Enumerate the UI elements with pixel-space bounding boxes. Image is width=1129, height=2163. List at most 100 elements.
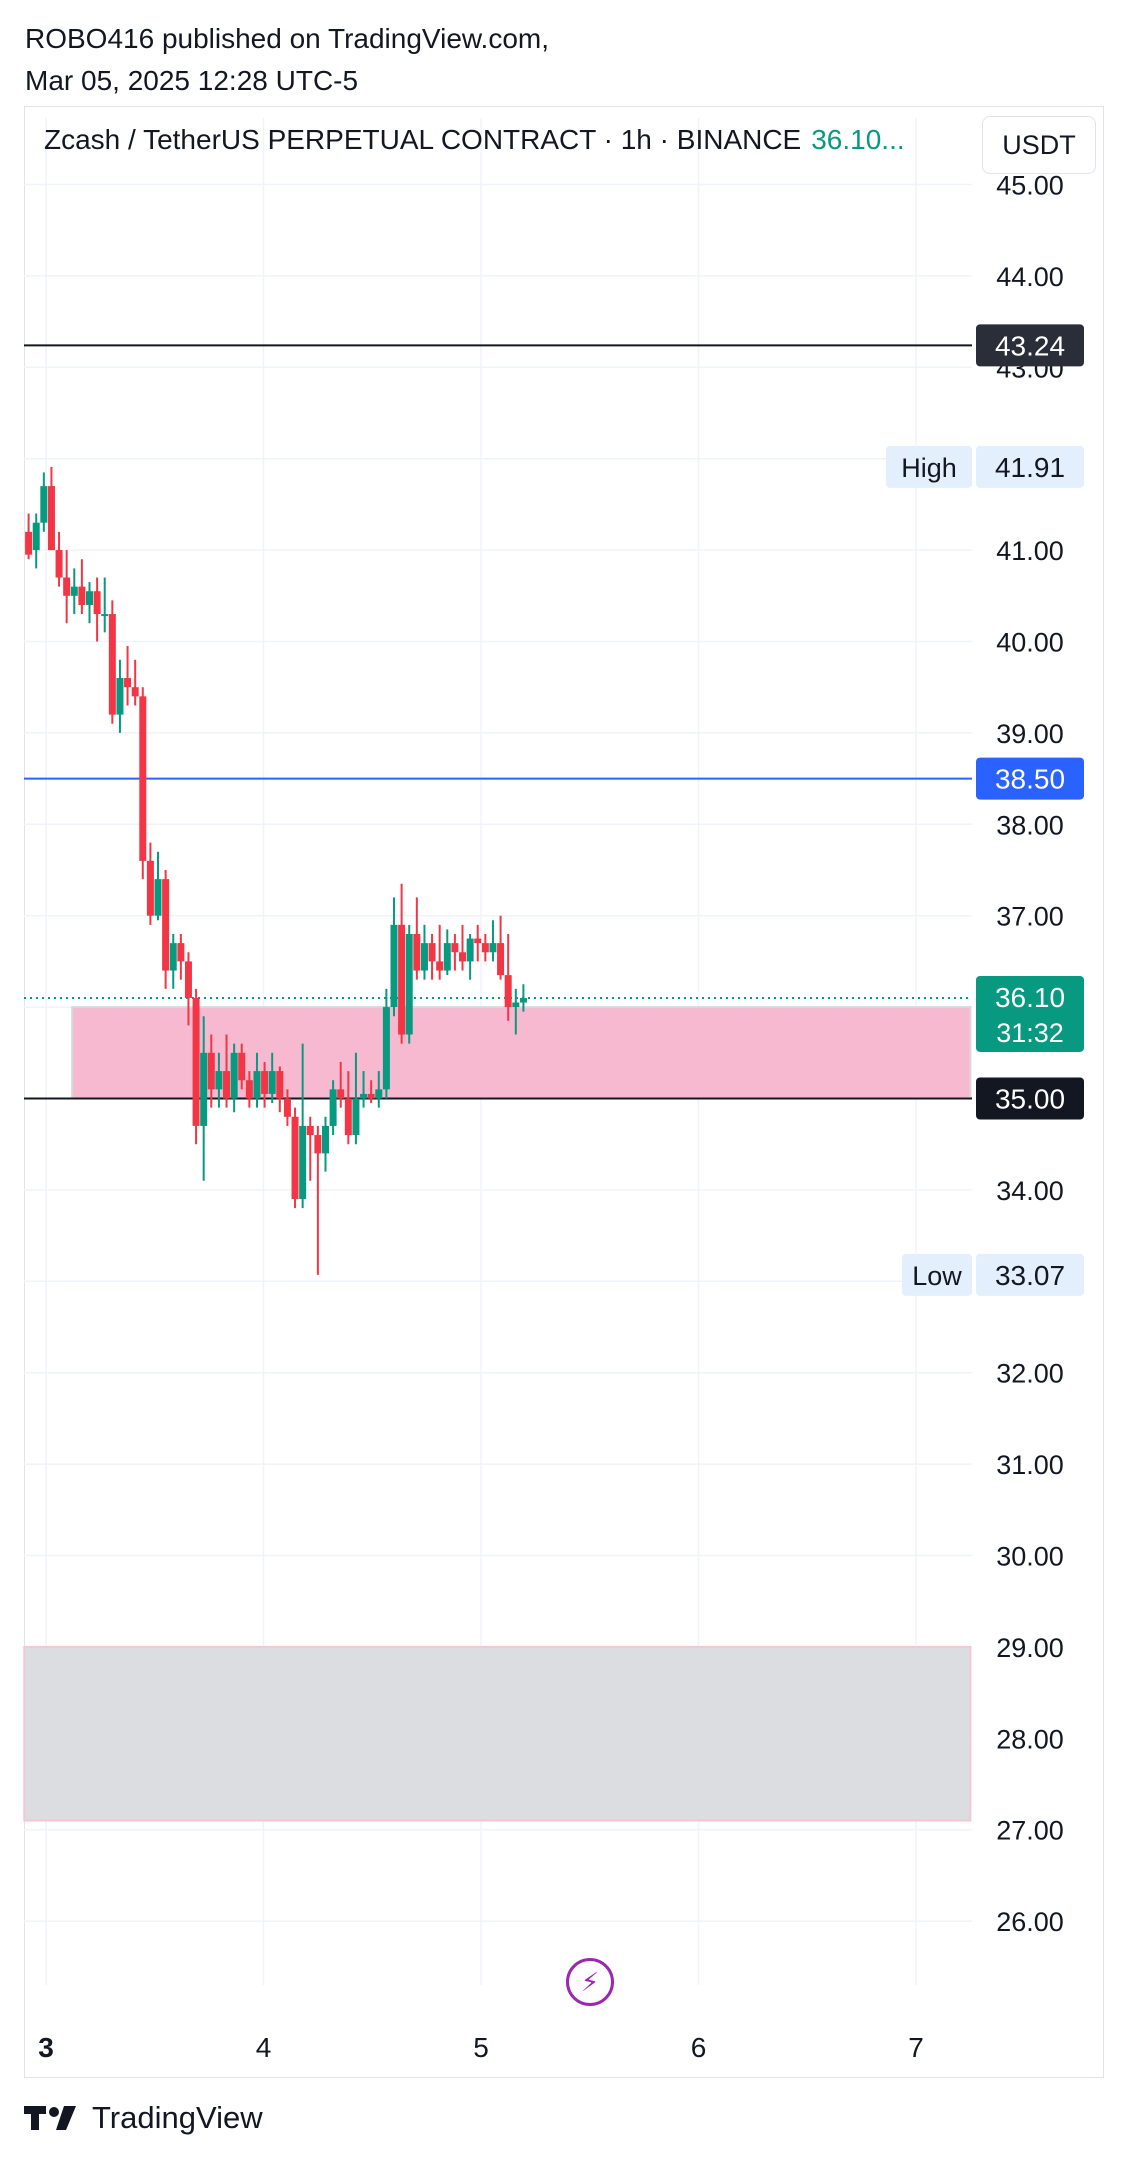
candle-body[interactable] — [481, 943, 489, 953]
candle-body[interactable] — [124, 678, 132, 688]
y-axis-tick-label: 34.00 — [996, 1176, 1064, 1206]
symbol-legend[interactable]: Zcash / TetherUS PERPETUAL CONTRACT · 1h… — [44, 124, 905, 156]
candle-body[interactable] — [200, 1052, 208, 1126]
candle-body[interactable] — [519, 997, 527, 1003]
price-label-value: 43.24 — [995, 330, 1065, 361]
candle-body[interactable] — [70, 586, 78, 596]
zone-rect[interactable] — [23, 1645, 972, 1822]
candle-body[interactable] — [108, 614, 116, 715]
price-label-box — [976, 1077, 1084, 1120]
price-label-countdown: 31:32 — [996, 1018, 1064, 1048]
candle-body[interactable] — [268, 1071, 276, 1094]
candle-body[interactable] — [337, 1089, 345, 1099]
candle-body[interactable] — [261, 1071, 269, 1094]
candle-body[interactable] — [283, 1098, 291, 1117]
candle-body[interactable] — [398, 924, 406, 1035]
y-axis-tick-label: 38.00 — [996, 810, 1064, 840]
candle-body[interactable] — [459, 952, 467, 962]
publisher-line: ROBO416 published on TradingView.com, — [25, 23, 550, 54]
candle-body[interactable] — [223, 1071, 231, 1099]
candle-body[interactable] — [101, 614, 109, 617]
candle-body[interactable] — [504, 975, 512, 1008]
candle-body[interactable] — [25, 531, 33, 555]
publisher-info: ROBO416 published on TradingView.com, Ma… — [25, 18, 549, 102]
price-label-tag-box — [902, 1253, 972, 1296]
footer-brand-text: TradingView — [92, 2100, 263, 2135]
candle-body[interactable] — [512, 1002, 520, 1008]
candle-body[interactable] — [169, 943, 177, 971]
candle-body[interactable] — [139, 696, 147, 861]
candle-body[interactable] — [162, 879, 170, 971]
candle-body[interactable] — [329, 1089, 337, 1126]
candle-body[interactable] — [238, 1052, 246, 1081]
candle-body[interactable] — [428, 943, 436, 962]
candle-body[interactable] — [420, 943, 428, 971]
candle-body[interactable] — [253, 1071, 261, 1099]
candle-body[interactable] — [352, 1098, 360, 1136]
candle-body[interactable] — [177, 943, 185, 962]
tradingview-logo-icon — [24, 2106, 76, 2130]
price-label-value: 35.00 — [995, 1084, 1065, 1115]
candle-body[interactable] — [215, 1071, 223, 1090]
currency-button[interactable]: USDT — [982, 116, 1096, 174]
footer-branding[interactable]: TradingView — [24, 2100, 263, 2136]
candle-body[interactable] — [154, 879, 162, 916]
y-axis-tick-label: 26.00 — [996, 1907, 1064, 1937]
price-label-value: 33.07 — [995, 1260, 1065, 1291]
candle-body[interactable] — [131, 687, 139, 697]
chart-frame — [24, 106, 1104, 2078]
candle-body[interactable] — [443, 943, 451, 971]
legend-last-price: 36.10... — [811, 124, 905, 155]
candle-body[interactable] — [344, 1098, 352, 1136]
candle-body[interactable] — [55, 550, 63, 578]
y-axis-tick-label: 37.00 — [996, 902, 1064, 932]
candles-group — [25, 466, 527, 1275]
candle-body[interactable] — [116, 678, 124, 715]
candle-body[interactable] — [489, 943, 497, 953]
candle-body[interactable] — [291, 1116, 299, 1200]
candle-body[interactable] — [451, 943, 459, 953]
y-axis-tick-label: 31.00 — [996, 1450, 1064, 1480]
candle-body[interactable] — [375, 1089, 383, 1099]
price-label-box — [976, 1253, 1084, 1296]
x-axis-tick-label: 7 — [908, 2032, 924, 2063]
candle-body[interactable] — [466, 938, 474, 962]
candle-body[interactable] — [360, 1093, 368, 1099]
candle-body[interactable] — [86, 591, 93, 605]
candle-body[interactable] — [321, 1125, 329, 1154]
candle-body[interactable] — [32, 522, 40, 551]
price-label-value: 38.50 — [995, 764, 1065, 795]
candle-body[interactable] — [390, 924, 398, 1008]
candle-body[interactable] — [497, 943, 505, 976]
candle-body[interactable] — [367, 1093, 375, 1099]
candle-body[interactable] — [47, 486, 55, 551]
lightning-icon[interactable]: ⚡ — [566, 1958, 614, 2006]
price-label-box — [976, 445, 1084, 488]
candle-body[interactable] — [192, 997, 200, 1126]
candle-body[interactable] — [146, 860, 154, 916]
candle-body[interactable] — [314, 1135, 322, 1154]
candle-body[interactable] — [405, 933, 413, 1035]
candle-body[interactable] — [436, 961, 444, 971]
candle-body[interactable] — [207, 1052, 215, 1090]
candle-body[interactable] — [306, 1125, 314, 1136]
candle-body[interactable] — [230, 1052, 238, 1099]
candle-body[interactable] — [245, 1080, 253, 1099]
candle-body[interactable] — [299, 1125, 307, 1200]
price-label-box — [976, 975, 1084, 1052]
x-axis-tick-label: 5 — [473, 2032, 489, 2063]
y-axis-tick-label: 39.00 — [996, 719, 1064, 749]
candle-body[interactable] — [276, 1071, 284, 1099]
x-axis-tick-label: 6 — [691, 2032, 707, 2063]
candle-body[interactable] — [78, 586, 86, 605]
candle-body[interactable] — [93, 591, 101, 615]
candle-body[interactable] — [382, 1007, 390, 1090]
candle-body[interactable] — [40, 486, 48, 523]
candle-body[interactable] — [63, 577, 71, 596]
y-axis-tick-label: 30.00 — [996, 1542, 1064, 1572]
candle-body[interactable] — [474, 938, 482, 944]
candle-body[interactable] — [184, 961, 192, 998]
price-label-box — [976, 757, 1084, 800]
candle-body[interactable] — [413, 933, 421, 971]
